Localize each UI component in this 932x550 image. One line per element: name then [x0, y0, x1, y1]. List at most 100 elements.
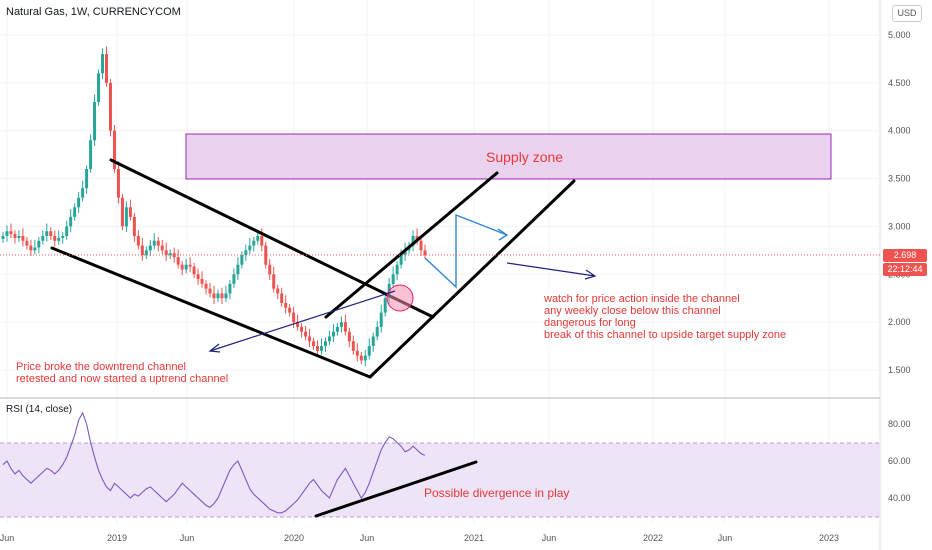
candle-body	[391, 274, 395, 284]
candle-body	[49, 231, 53, 236]
candle-body	[108, 82, 112, 131]
candle-body	[152, 240, 156, 246]
candle-body	[272, 274, 276, 289]
candle-body	[65, 226, 69, 236]
candle-body	[347, 331, 351, 342]
uptrend-channel-top	[324, 171, 499, 319]
candle-body	[300, 326, 304, 332]
trendlines	[50, 158, 576, 379]
candle-body	[9, 231, 13, 235]
candle-body	[53, 236, 57, 241]
price-tick-label: 5.000	[888, 30, 911, 40]
candle-body	[176, 257, 180, 265]
rsi-tick-label: 40.00	[888, 493, 911, 503]
candle-body	[73, 207, 77, 217]
candle-body	[120, 197, 124, 227]
downtrend-channel-top	[109, 158, 435, 319]
retest-circle	[386, 284, 414, 312]
candle-body	[335, 326, 339, 332]
candle-body	[240, 255, 244, 265]
time-tick-label: Jun	[180, 533, 195, 543]
rsi-tick-label: 60.00	[888, 456, 911, 466]
candle-body	[69, 216, 73, 227]
candle-body	[180, 264, 184, 270]
time-tick-label: 2020	[284, 533, 304, 543]
candle-body	[105, 54, 109, 83]
candle-body	[323, 341, 327, 347]
uptrend-channel-bottom	[368, 179, 576, 379]
candle-body	[327, 336, 331, 342]
price-tick-label: 4.500	[888, 78, 911, 88]
candle-body	[383, 298, 387, 313]
candle-body	[164, 250, 168, 256]
time-tick-label: Jun	[360, 533, 375, 543]
candle-body	[411, 236, 415, 246]
candle-body	[89, 140, 93, 169]
candle-body	[61, 236, 65, 238]
time-tick-label: 2023	[819, 533, 839, 543]
candle-body	[236, 264, 240, 275]
candle-body	[57, 237, 61, 241]
candle-body	[284, 303, 288, 308]
time-tick-label: Jun	[542, 533, 557, 543]
candle-body	[228, 283, 232, 294]
currency-button[interactable]: USD	[892, 5, 922, 22]
candle-body	[17, 236, 21, 238]
candle-body	[25, 240, 29, 246]
candle-body	[13, 234, 17, 238]
last-price-tag: 2.698	[883, 249, 927, 262]
candle-body	[244, 250, 248, 256]
candle-body	[208, 288, 212, 294]
candle-body	[37, 240, 41, 248]
candle-body	[339, 322, 343, 327]
price-tick-label: 4.000	[888, 126, 911, 136]
candle-body	[280, 293, 284, 303]
supply-zone-box	[185, 133, 832, 180]
candle-body	[216, 293, 220, 299]
candle-body	[33, 247, 37, 251]
candle-body	[308, 336, 312, 342]
candle-body	[160, 245, 164, 251]
candle-body	[292, 312, 296, 323]
candle-body	[359, 355, 363, 361]
time-axis-labels: Jun 2019 Jun 2020 Jun 2021 Jun 2022 Jun 2023	[0, 533, 839, 543]
candle-body	[136, 236, 140, 246]
candle-body	[423, 250, 427, 256]
candle-body	[29, 245, 33, 251]
right-annotation: watch for price action inside the channe…	[544, 293, 787, 341]
time-tick-label: Jun	[0, 533, 14, 543]
candle-body	[256, 236, 260, 241]
candle-body	[144, 250, 148, 256]
candle-body	[403, 250, 407, 256]
rsi-divergence-line	[314, 460, 478, 518]
price-tick-label: 3.000	[888, 221, 911, 231]
candle-body	[200, 279, 204, 284]
candle-body	[128, 207, 132, 217]
price-tick-label: 3.500	[888, 174, 911, 184]
candle-body	[41, 236, 45, 241]
candle-body	[367, 346, 371, 356]
candle-body	[124, 207, 128, 227]
left-annotation: Price broke the downtrend channel retest…	[16, 361, 229, 385]
time-tick-label: 2021	[464, 533, 484, 543]
candle-body	[116, 169, 120, 198]
candle-body	[224, 293, 228, 299]
candle-body	[85, 169, 89, 189]
candle-body	[371, 336, 375, 347]
candle-body	[268, 264, 272, 275]
candle-body	[132, 216, 136, 236]
candle-body	[260, 236, 264, 246]
rsi-axis-labels: 80.00 60.00 40.00	[888, 419, 911, 503]
time-tick-label: 2019	[107, 533, 127, 543]
candle-body	[192, 266, 196, 275]
navy-arrows	[208, 262, 597, 353]
candle-body	[276, 288, 280, 294]
candle-body	[379, 312, 383, 327]
candle-body	[184, 264, 188, 270]
candle-body	[316, 346, 320, 351]
candle-body	[355, 350, 359, 356]
candle-body	[112, 130, 116, 169]
price-tick-label: 1.500	[888, 365, 911, 375]
